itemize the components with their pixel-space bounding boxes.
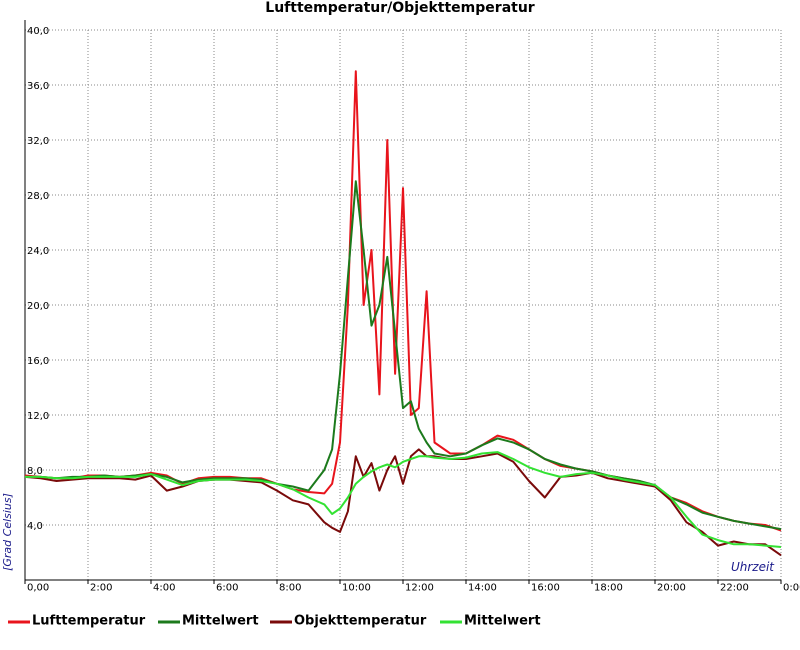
x-tick-label: 14:00 <box>468 582 497 593</box>
chart-title: Lufttemperatur/Objekttemperatur <box>265 0 535 16</box>
x-tick-label: 0,00 <box>27 582 49 593</box>
x-tick-label: 8:00 <box>279 582 301 593</box>
y-tick-label: 36,0 <box>27 81 49 92</box>
y-axis-label: [Grad Celsius] <box>1 493 14 571</box>
x-tick-label: 10:00 <box>342 582 371 593</box>
y-tick-label: 32,0 <box>27 136 49 147</box>
legend-label: Objekttemperatur <box>294 614 427 629</box>
x-tick-label: 4:00 <box>153 582 175 593</box>
y-tick-label: 16,0 <box>27 356 49 367</box>
x-tick-label: 22:00 <box>720 582 749 593</box>
y-tick-label: 24,0 <box>27 246 49 257</box>
x-tick-label: 2:00 <box>90 582 112 593</box>
x-tick-label: 6:00 <box>216 582 238 593</box>
x-tick-label: 20:00 <box>657 582 686 593</box>
x-tick-label: 18:00 <box>594 582 623 593</box>
y-tick-label: 12,0 <box>27 411 49 422</box>
y-tick-label: 20,0 <box>27 301 49 312</box>
legend-label: Lufttemperatur <box>32 614 146 629</box>
y-tick-label: 4,0 <box>27 521 43 532</box>
data-line <box>25 451 782 548</box>
x-tick-label: 16:00 <box>531 582 560 593</box>
x-axis-label: Uhrzeit <box>731 560 775 574</box>
y-tick-label: 28,0 <box>27 191 49 202</box>
data-line <box>24 448 782 557</box>
y-tick-label: 40,0 <box>27 26 49 37</box>
data-line <box>25 180 782 531</box>
y-tick-label: 8,0 <box>27 466 43 477</box>
legend-label: Mittelwert <box>464 614 541 629</box>
x-tick-label: 0:00 <box>783 582 800 593</box>
legend-label: Mittelwert <box>182 614 259 629</box>
x-tick-label: 12:00 <box>405 582 434 593</box>
